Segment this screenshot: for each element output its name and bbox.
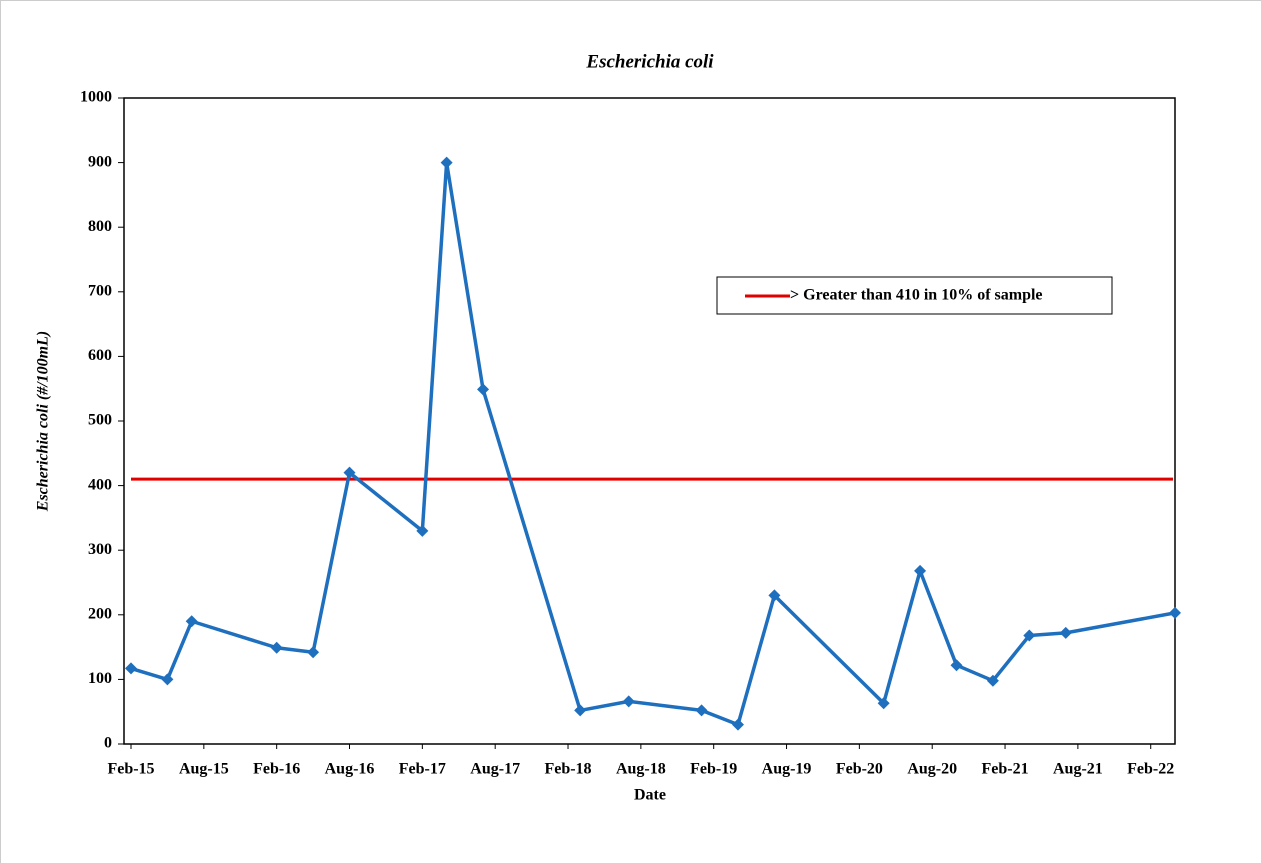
data-point xyxy=(768,589,781,602)
data-point xyxy=(343,466,356,479)
x-tick-label: Feb-15 xyxy=(107,761,154,778)
data-point xyxy=(1169,606,1181,619)
legend-label: > Greater than 410 in 10% of sample xyxy=(790,287,1043,304)
data-point xyxy=(416,524,429,537)
data-point xyxy=(477,383,490,396)
data-point xyxy=(270,641,283,654)
y-tick-label: 600 xyxy=(88,347,112,364)
data-point xyxy=(185,615,198,628)
data-point xyxy=(877,697,890,710)
y-tick-label: 1000 xyxy=(80,89,112,106)
x-tick-label: Feb-19 xyxy=(690,761,737,778)
data-point xyxy=(1059,626,1072,639)
x-tick-label: Feb-18 xyxy=(544,761,591,778)
data-point xyxy=(950,659,963,672)
data-point xyxy=(161,673,174,686)
y-axis-label: Escherichia coli (#/100mL) xyxy=(35,331,52,512)
x-tick-label: Aug-17 xyxy=(470,761,520,778)
data-line xyxy=(130,160,1176,727)
x-tick-label: Feb-22 xyxy=(1127,761,1174,778)
x-tick-label: Aug-16 xyxy=(325,761,375,778)
data-point xyxy=(731,718,744,731)
x-tick-label: Aug-15 xyxy=(179,761,229,778)
y-tick-label: 200 xyxy=(88,605,112,622)
data-point xyxy=(695,704,708,717)
y-tick-label: 100 xyxy=(88,670,112,687)
chart-title: Escherichia coli xyxy=(585,51,714,72)
y-tick-label: 700 xyxy=(88,282,112,299)
y-tick-label: 800 xyxy=(88,218,112,235)
y-tick-label: 500 xyxy=(88,412,112,429)
data-point xyxy=(574,704,587,717)
y-tick-label: 400 xyxy=(88,476,112,493)
data-point xyxy=(914,564,927,577)
x-tick-label: Aug-20 xyxy=(907,761,957,778)
data-point xyxy=(440,156,453,169)
x-tick-label: Aug-21 xyxy=(1053,761,1103,778)
data-point xyxy=(125,662,137,675)
x-tick-label: Aug-18 xyxy=(616,761,666,778)
x-tick-label: Aug-19 xyxy=(762,761,812,778)
x-tick-label: Feb-17 xyxy=(399,761,446,778)
data-point xyxy=(1023,629,1036,642)
data-point xyxy=(986,674,999,687)
y-tick-label: 300 xyxy=(88,541,112,558)
y-tick-label: 900 xyxy=(88,153,112,170)
data-point xyxy=(622,695,635,708)
x-axis-label: Date xyxy=(634,787,666,804)
x-tick-label: Feb-21 xyxy=(981,761,1028,778)
y-tick-label: 0 xyxy=(104,735,112,752)
x-tick-label: Feb-16 xyxy=(253,761,300,778)
data-point xyxy=(307,646,320,659)
x-tick-label: Feb-20 xyxy=(836,761,883,778)
